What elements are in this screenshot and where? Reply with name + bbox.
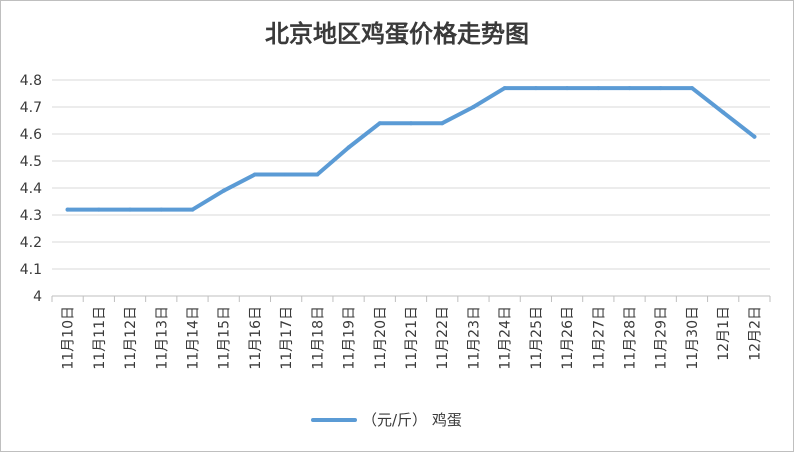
y-tick-label: 4.4 bbox=[20, 181, 42, 197]
x-tick-label: 11月29日 bbox=[654, 306, 670, 370]
y-tick-label: 4.1 bbox=[20, 262, 42, 278]
x-tick-label: 11月24日 bbox=[498, 306, 514, 370]
x-tick-label: 11月10日 bbox=[61, 306, 77, 370]
series-layer bbox=[65, 86, 757, 212]
y-tick-label: 4.8 bbox=[20, 73, 42, 89]
gridlines bbox=[52, 79, 770, 270]
data-point bbox=[96, 207, 101, 212]
data-point bbox=[221, 188, 226, 193]
y-tick-label: 4.2 bbox=[20, 235, 42, 251]
y-axis-tick-labels: 4 4.1 4.2 4.3 4.4 4.5 4.6 4.7 4.8 bbox=[20, 73, 42, 305]
x-tick-label: 11月14日 bbox=[185, 306, 201, 370]
data-point bbox=[533, 86, 538, 91]
x-tick-label: 11月20日 bbox=[373, 306, 389, 370]
x-tick-label: 11月28日 bbox=[623, 306, 639, 370]
y-tick-label: 4 bbox=[33, 289, 42, 305]
y-tick-label: 4.6 bbox=[20, 127, 42, 143]
data-point bbox=[752, 134, 757, 139]
data-point bbox=[471, 105, 476, 109]
x-tick-label: 11月22日 bbox=[435, 306, 451, 370]
x-tick-label: 11月21日 bbox=[404, 306, 420, 370]
x-axis bbox=[51, 295, 771, 302]
x-tick-label: 12月2日 bbox=[747, 306, 763, 361]
data-point bbox=[159, 207, 164, 212]
data-point bbox=[658, 86, 663, 91]
x-tick-label: 11月18日 bbox=[310, 306, 326, 370]
y-tick-label: 4.5 bbox=[20, 154, 42, 170]
data-point bbox=[377, 121, 382, 126]
x-tick-label: 12月1日 bbox=[716, 306, 732, 361]
x-tick-label: 11月19日 bbox=[342, 306, 358, 370]
data-point bbox=[65, 207, 70, 212]
y-tick-label: 4.3 bbox=[20, 208, 42, 224]
x-tick-label: 11月16日 bbox=[248, 306, 264, 370]
data-point bbox=[502, 86, 507, 91]
x-tick-label: 11月15日 bbox=[217, 306, 233, 370]
data-point bbox=[346, 145, 351, 150]
data-point bbox=[690, 86, 694, 91]
x-tick-label: 11月30日 bbox=[685, 306, 701, 370]
chart-title: 北京地区鸡蛋价格走势图 bbox=[265, 20, 529, 48]
x-tick-label: 11月23日 bbox=[466, 306, 482, 370]
data-point bbox=[409, 121, 413, 126]
legend-label-eggs: （元/斤） 鸡蛋 bbox=[362, 411, 462, 429]
data-point bbox=[252, 172, 257, 177]
y-tick-label: 4.7 bbox=[20, 100, 42, 116]
data-point bbox=[128, 207, 132, 212]
data-point bbox=[596, 86, 601, 91]
x-tick-label: 11月11日 bbox=[92, 306, 108, 370]
data-point bbox=[315, 172, 320, 177]
data-point bbox=[284, 172, 289, 177]
data-point bbox=[440, 121, 445, 126]
x-tick-label: 11月12日 bbox=[123, 306, 139, 370]
legend: （元/斤） 鸡蛋 bbox=[311, 411, 462, 429]
x-tick-label: 11月25日 bbox=[529, 306, 545, 370]
data-point bbox=[721, 110, 726, 115]
data-point bbox=[565, 86, 570, 91]
x-tick-label: 11月27日 bbox=[591, 306, 607, 370]
x-axis-tick-labels: 11月10日 11月11日 11月12日 11月13日 11月14日 11月15日 11月1… bbox=[61, 306, 764, 370]
data-point bbox=[627, 86, 632, 91]
data-point bbox=[190, 207, 195, 212]
x-tick-label: 11月17日 bbox=[279, 306, 295, 370]
x-tick-label: 11月26日 bbox=[560, 306, 576, 370]
x-tick-label: 11月13日 bbox=[154, 306, 170, 370]
